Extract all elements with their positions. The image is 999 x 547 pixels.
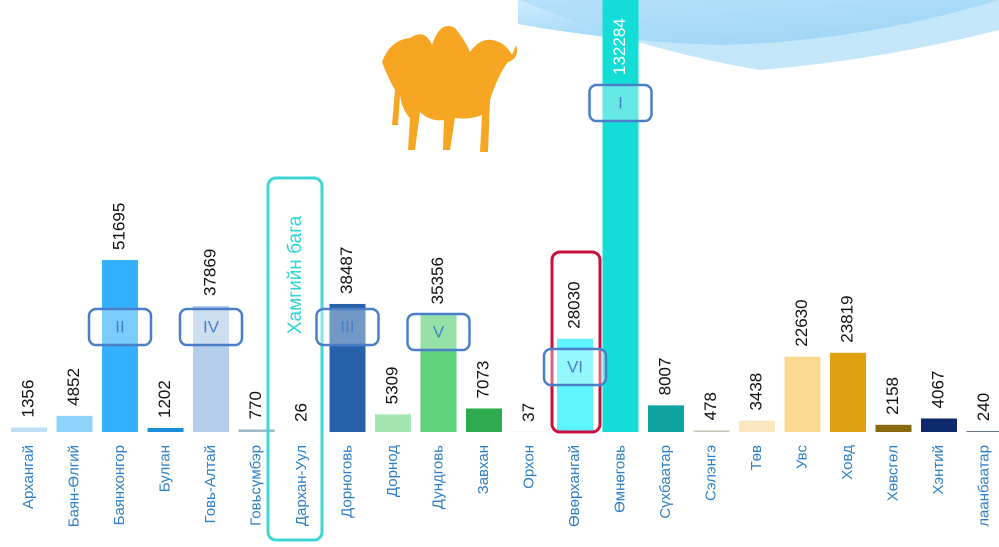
rank-label: I [618, 93, 623, 112]
x-tick-label: Дорноговь [338, 445, 355, 518]
x-tick-label: Сүхбаатар [657, 445, 674, 519]
value-label: 37869 [200, 249, 219, 296]
value-label: 51695 [109, 203, 128, 250]
rank-label: III [340, 317, 354, 336]
bar [238, 429, 275, 432]
bar [56, 415, 93, 432]
value-label: 132284 [610, 18, 629, 75]
x-tick-label: Дорнод [384, 445, 401, 497]
rank-box [87, 307, 153, 347]
value-label: 23819 [837, 295, 856, 342]
x-tick-label: Ховд [839, 445, 856, 480]
rank-box [315, 307, 380, 347]
x-tick-label: Говь-Алтай [202, 445, 219, 523]
bar [739, 420, 775, 432]
x-tick-label: Архангай [20, 445, 37, 509]
x-tick-label: Төв [748, 445, 765, 471]
value-label: 37 [519, 403, 538, 422]
camel-icon [382, 26, 517, 152]
value-label: 8007 [655, 358, 674, 396]
value-label: 1202 [155, 380, 174, 418]
x-tick-label: Өмнөговь [611, 445, 628, 513]
bar [420, 314, 457, 432]
x-tick-label: Баян-Өлгий [65, 445, 82, 527]
value-label: 240 [974, 393, 993, 421]
bar [784, 356, 821, 432]
rank-highlight [550, 250, 602, 434]
decor-wave [520, 0, 999, 70]
rank-label: V [433, 322, 445, 341]
value-label: 478 [701, 392, 720, 420]
bar [648, 405, 684, 432]
x-tick-label: Дундговь [429, 445, 446, 509]
rank-box [406, 312, 471, 352]
x-tick-label: Булган [156, 445, 173, 492]
bar [830, 352, 866, 432]
x-tick-label: Говьсүмбэр [247, 445, 264, 526]
value-label: 770 [246, 391, 265, 419]
rank-box [588, 83, 653, 123]
x-tick-label: Хөвсгөл [884, 445, 901, 501]
x-tick-label: лаанбаатар [975, 445, 992, 527]
x-tick-label: Хэнтий [930, 445, 947, 495]
x-tick-label: Сэлэнгэ [702, 445, 719, 501]
bar [875, 424, 912, 432]
bar [147, 428, 184, 432]
value-label: 3438 [746, 373, 765, 411]
x-tick-label: Увс [793, 445, 810, 469]
x-tick-label: Баянхонгор [111, 445, 128, 525]
rank-box [178, 307, 244, 347]
bar [375, 414, 411, 432]
bar [466, 408, 502, 432]
rank-label: IV [203, 317, 220, 336]
x-tick-label: Орхон [520, 445, 537, 489]
x-tick-label: Дархан-Уул [293, 445, 310, 526]
value-label: 4067 [928, 371, 947, 409]
value-label: 4852 [64, 368, 83, 406]
bar [329, 303, 366, 432]
rank-label: VI [567, 357, 583, 376]
value-label: 22630 [792, 299, 811, 346]
bar [11, 427, 47, 432]
value-label: 26 [291, 403, 310, 422]
value-label: 2158 [883, 377, 902, 415]
min-highlight [266, 176, 324, 542]
annotation: Хамгийн бага [285, 215, 306, 334]
value-label: 28030 [564, 281, 583, 328]
rank-box [542, 347, 608, 387]
bar [193, 306, 229, 432]
value-label: 38487 [337, 247, 356, 294]
bar [966, 431, 999, 432]
bar [602, 0, 639, 433]
bar [921, 418, 957, 432]
value-label: 35356 [428, 257, 447, 304]
rank-label: II [115, 317, 124, 336]
value-label: 5309 [382, 367, 401, 405]
bar [693, 430, 730, 432]
value-label: 7073 [473, 361, 492, 399]
x-tick-label: Завхан [475, 445, 492, 494]
value-label: 1356 [18, 380, 37, 418]
x-tick-label: Өвөрхангай [566, 445, 583, 527]
plot: 1356 Архангай 4852 Баян-Өлгий 51695 Баянхонго… [11, 0, 999, 527]
